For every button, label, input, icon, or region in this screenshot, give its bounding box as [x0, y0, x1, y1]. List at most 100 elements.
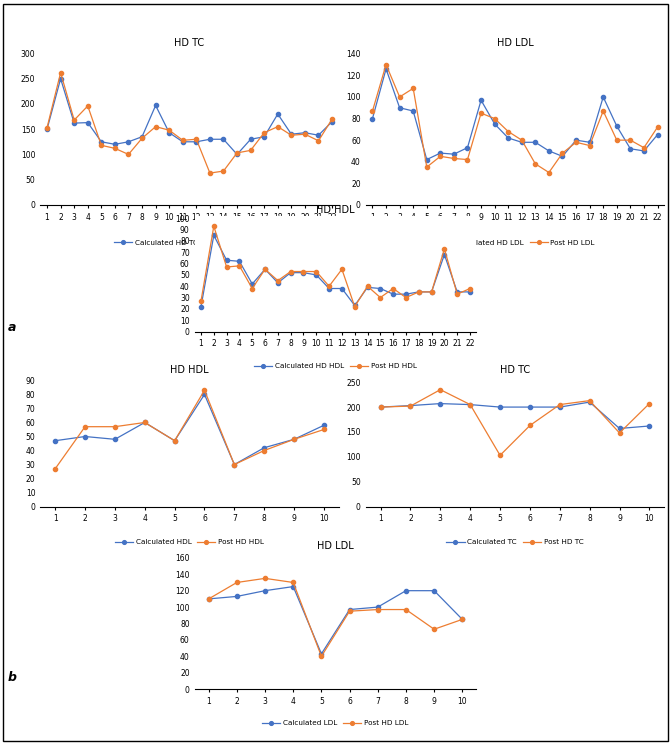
Post HD LDL — [233, 578, 241, 587]
Calculated HDL — [320, 421, 328, 430]
Line: Calculated HD TC: Calculated HD TC — [45, 77, 334, 156]
Post HD LDL — [613, 136, 621, 145]
Calculated HD TC — [56, 74, 64, 83]
Line: Calculated LDL: Calculated LDL — [207, 585, 464, 656]
Post HD LDL — [599, 107, 607, 115]
Line: Calculated TC: Calculated TC — [378, 400, 652, 431]
Post HD HDL — [261, 264, 269, 273]
Post HD HDL — [274, 276, 282, 285]
Post HD HDL — [197, 297, 205, 305]
Post HD TC — [247, 146, 255, 155]
Calculated TC — [526, 402, 534, 411]
Calculated HD LDL — [382, 65, 390, 74]
Calculated HD HDL — [440, 250, 448, 259]
Calculated HD LDL — [504, 133, 512, 142]
Post HD HDL — [364, 282, 372, 291]
Post HD LDL — [436, 152, 444, 161]
Post HD TC — [556, 400, 564, 409]
Calculated HD TC — [274, 110, 282, 118]
Calculated HD TC — [206, 135, 214, 144]
Post HD LDL — [626, 136, 634, 145]
Calculated LDL — [346, 605, 354, 614]
Calculated HDL — [81, 432, 89, 441]
Calculated HD LDL — [464, 143, 472, 152]
Calculated HD HDL — [197, 302, 205, 311]
Post HD LDL — [396, 92, 404, 101]
Legend: Calculated LDL, Post HD LDL: Calculated LDL, Post HD LDL — [260, 717, 411, 729]
Calculated HD LDL — [626, 145, 634, 153]
Post HD LDL — [423, 162, 431, 171]
Calculated HD HDL — [453, 288, 461, 297]
Post HD HDL — [312, 267, 320, 276]
Post HD TC — [97, 141, 105, 150]
Calculated HD HDL — [210, 231, 218, 240]
Post HD LDL — [289, 578, 297, 587]
Post HD TC — [193, 135, 201, 144]
Post HD HDL — [440, 244, 448, 253]
Post HD TC — [586, 396, 594, 405]
Post HD LDL — [317, 652, 325, 661]
Post HD TC — [43, 123, 51, 132]
Title: HD TC: HD TC — [500, 366, 530, 375]
Calculated HDL — [141, 418, 149, 427]
Post HD LDL — [205, 595, 213, 603]
Calculated LDL — [374, 603, 382, 612]
Calculated HDL — [290, 435, 298, 444]
Calculated TC — [586, 398, 594, 407]
Post HD TC — [260, 128, 268, 137]
Calculated TC — [646, 422, 654, 431]
Post HD TC — [615, 428, 623, 437]
Calculated HDL — [260, 443, 268, 452]
Legend: Calculated HD HDL, Post HD HDL: Calculated HD HDL, Post HD HDL — [251, 361, 420, 372]
Title: HD TC: HD TC — [174, 38, 205, 48]
Post HD TC — [56, 69, 64, 77]
Post HD LDL — [491, 114, 499, 123]
Line: Post HD LDL: Post HD LDL — [207, 577, 464, 659]
Post HD HDL — [223, 262, 231, 271]
Post HD HDL — [338, 264, 346, 273]
Post HD LDL — [504, 127, 512, 136]
Calculated HD HDL — [351, 301, 359, 310]
Post HD TC — [165, 126, 173, 135]
Post HD TC — [301, 130, 309, 139]
Post HD LDL — [430, 625, 438, 634]
Post HD TC — [646, 399, 654, 408]
Calculated LDL — [233, 592, 241, 601]
Post HD TC — [274, 122, 282, 131]
Post HD TC — [206, 168, 214, 177]
Calculated HD LDL — [654, 130, 662, 139]
Post HD TC — [466, 400, 474, 409]
Calculated TC — [556, 402, 564, 411]
Post HD HDL — [402, 293, 410, 302]
Post HD HDL — [287, 267, 295, 276]
Calculated HD LDL — [450, 150, 458, 159]
Post HD LDL — [409, 84, 417, 93]
Post HD LDL — [477, 109, 485, 118]
Post HD TC — [328, 115, 336, 124]
Post HD TC — [407, 402, 415, 410]
Post HD LDL — [402, 605, 410, 614]
Legend: Calculated HD LDL, Post HD LDL: Calculated HD LDL, Post HD LDL — [432, 237, 598, 249]
Post HD HDL — [325, 282, 333, 291]
Post HD HDL — [299, 267, 307, 276]
Post HD TC — [152, 122, 160, 131]
Post HD LDL — [518, 136, 526, 145]
Calculated HD HDL — [325, 284, 333, 293]
Calculated HD TC — [111, 140, 119, 149]
Calculated HDL — [111, 435, 119, 444]
Post HD HDL — [466, 284, 474, 293]
Line: Post HD TC: Post HD TC — [378, 387, 652, 457]
Post HD HDL — [236, 261, 244, 270]
Calculated TC — [496, 402, 504, 411]
Post HD TC — [233, 148, 241, 157]
Post HD LDL — [586, 141, 594, 150]
Calculated HD TC — [219, 135, 227, 144]
Calculated HDL — [201, 390, 209, 399]
Calculated HD LDL — [368, 114, 376, 123]
Calculated HD HDL — [236, 257, 244, 266]
Calculated HD TC — [70, 118, 79, 127]
Post HD LDL — [261, 574, 269, 583]
Calculated HD LDL — [599, 92, 607, 101]
Line: Calculated HDL: Calculated HDL — [53, 393, 326, 466]
Post HD HDL — [141, 418, 149, 427]
